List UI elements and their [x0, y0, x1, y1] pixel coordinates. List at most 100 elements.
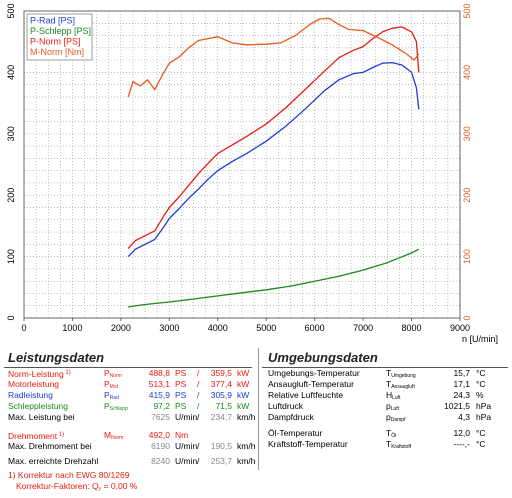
row-symbol: MNorm [104, 430, 124, 441]
row-symbol: PSchlepp [104, 401, 128, 412]
row-separator: / [197, 412, 200, 422]
umgebungsdaten-table: Umgebungs-Temperatur TUmgebung 15,7 °C Ansau… [268, 368, 508, 458]
legend-entry: P-Rad [PS] [30, 16, 75, 26]
legend-entry: M-Norm [Nm] [30, 47, 84, 57]
umgebungsdaten-row: Luftdruck pLuft 1021,5 hPa [268, 401, 508, 412]
y-left-tick-label: 300 [6, 126, 16, 141]
row-symbol: PRad [104, 390, 119, 401]
row-unit: hPa [476, 401, 492, 411]
umgebungsdaten-row: Relative Luftfeuchte HLuft 24,3% [268, 390, 508, 401]
footnote-factors-sub: y [98, 486, 102, 492]
x-tick-label: 5000 [256, 323, 276, 333]
y-left-tick-label: 0 [6, 315, 16, 320]
umgebungsdaten-row: Ansaugluft-Temperatur TAnsaugluft 17,1 °C [268, 379, 508, 390]
row-symbol-sub: Ansaugluft [391, 384, 415, 390]
plot-frame [23, 10, 461, 319]
row-label: Relative Luftfeuchte [268, 390, 344, 400]
row-label: Radleistung [8, 390, 53, 400]
footnote-correction: 1) Korrektur nach EWG 80/1269 [8, 470, 129, 480]
row-label: Kraftstoff-Temperatur [268, 439, 348, 449]
row-unit-1: Nm [175, 430, 189, 440]
row-symbol-sub: Norm [111, 435, 124, 441]
row-separator: / [197, 441, 200, 451]
umgebungsdaten-row: Öl-Temperatur TÖl 12,0 °C [268, 428, 508, 439]
y-right-tick-label: 100 [462, 249, 472, 264]
series-p-rad [127, 61, 420, 258]
row-symbol: pDampf [386, 412, 406, 423]
leistungsdaten-row: Radleistung PRad 415,9 PS / 305,9 kW [8, 390, 258, 401]
umgebungsdaten-title: Umgebungsdaten [268, 350, 378, 365]
row-symbol: PMot [104, 379, 119, 390]
row-symbol-sub: Mot [109, 384, 119, 390]
y-right-tick-label: 0 [462, 315, 472, 320]
row-unit-2: kW [237, 379, 250, 389]
row-value-2: 234,7 [210, 412, 232, 422]
row-unit-2: kW [237, 401, 250, 411]
row-label: Schleppleistung [8, 401, 69, 411]
legend-box [26, 13, 93, 61]
x-axis-label: n [U/min] [462, 334, 498, 344]
series-p-norm [127, 26, 420, 250]
y-right-tick-label: 400 [462, 65, 472, 80]
row-symbol-sub: Luft [392, 395, 401, 401]
y-right-tick-label: 500 [462, 3, 472, 18]
row-separator: / [197, 368, 200, 378]
series-p-schlepp [128, 248, 420, 308]
row-value-1: 7625 [151, 412, 170, 422]
row-unit-1: PS [175, 401, 187, 411]
y-right-tick-label: 300 [462, 126, 472, 141]
row-label: Umgebungs-Temperatur [268, 368, 360, 378]
row-value-1: 97,2 [153, 401, 170, 411]
row-symbol: TKraftstoff [386, 439, 412, 450]
leistungsdaten-title: Leistungsdaten [8, 350, 105, 365]
y-left-tick-label: 500 [6, 3, 16, 18]
right-panel-divider [262, 367, 508, 368]
row-label: Öl-Temperatur [268, 428, 323, 438]
x-tick-label: 1000 [62, 323, 82, 333]
row-value-1: 6190 [151, 441, 170, 451]
leistungsdaten-row: Motorleistung PMot 513,1 PS / 377,4 kW [8, 379, 258, 390]
row-value-1: 488,8 [148, 368, 170, 378]
row-unit-1: U/min [175, 441, 198, 451]
leistungsdaten-row: Norm-Leistung 1) PNorm 488,8 PS / 359,5 kW [8, 368, 258, 379]
umgebungsdaten-row: Kraftstoff-Temperatur TKraftstoff ----,- °C [268, 439, 508, 450]
row-label: Norm-Leistung 1) [8, 369, 71, 379]
x-tick-label: 8000 [402, 323, 422, 333]
x-tick-label: 9000 [450, 323, 470, 333]
row-label: Max. erreichte Drehzahl [8, 456, 99, 466]
legend-entry: P-Schlepp [PS] [30, 26, 91, 36]
row-label: Motorleistung [8, 379, 60, 389]
y-left-tick-label: 400 [6, 65, 16, 80]
y-right-tick-label: 200 [462, 188, 472, 203]
row-separator: / [197, 456, 200, 466]
row-unit: hPa [476, 412, 492, 422]
x-tick-label: 0 [21, 323, 26, 333]
x-tick-label: 7000 [353, 323, 373, 333]
row-unit: °C [476, 368, 486, 378]
row-unit-2: kW [237, 368, 250, 378]
row-label: Ansaugluft-Temperatur [268, 379, 354, 389]
y-left-tick-label: 100 [6, 249, 16, 264]
row-symbol-sub: Norm [109, 373, 122, 379]
leistungsdaten-row: Max. Leistung bei 7625 U/min/ 234,7 km/h [8, 412, 258, 423]
row-symbol: PNorm [104, 368, 122, 379]
x-tick-label: 6000 [305, 323, 325, 333]
row-label: Dampfdruck [268, 412, 314, 422]
y-left-tick-label: 200 [6, 188, 16, 203]
row-symbol: pLuft [386, 401, 400, 412]
row-unit-1: PS [175, 368, 187, 378]
row-unit: °C [476, 379, 486, 389]
row-value: 1021,5 [444, 401, 470, 411]
row-value: ----,- [453, 439, 470, 449]
row-symbol-sub: Umgebung [391, 373, 416, 379]
row-unit: °C [476, 428, 486, 438]
footnote-factors: Korrektur-Faktoren: Qy = 0,00 % [16, 481, 137, 492]
umgebungsdaten-row: Umgebungs-Temperatur TUmgebung 15,7 °C [268, 368, 508, 379]
footnote-factors-label: Korrektur-Faktoren: Q [16, 481, 99, 491]
row-value-1: 513,1 [148, 379, 170, 389]
row-value-2: 305,9 [210, 390, 232, 400]
chart-series [127, 17, 420, 308]
row-value-2: 253,7 [210, 456, 232, 466]
